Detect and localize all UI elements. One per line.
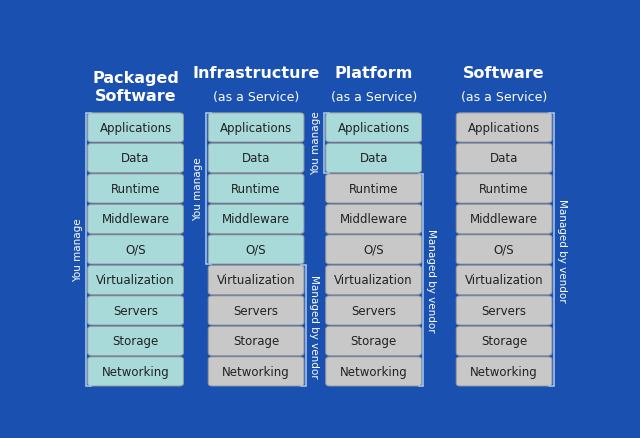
Text: Managed by vendor: Managed by vendor — [557, 198, 567, 301]
Text: O/S: O/S — [125, 244, 146, 256]
FancyBboxPatch shape — [326, 327, 422, 356]
Text: Storage: Storage — [351, 335, 397, 348]
FancyBboxPatch shape — [456, 296, 552, 325]
Text: Applications: Applications — [337, 122, 410, 134]
FancyBboxPatch shape — [208, 235, 304, 265]
FancyBboxPatch shape — [456, 113, 552, 143]
Text: Data: Data — [360, 152, 388, 165]
Text: Virtualization: Virtualization — [465, 274, 543, 287]
FancyBboxPatch shape — [88, 235, 184, 265]
Text: Managed by vendor: Managed by vendor — [426, 229, 436, 332]
Text: (as a Service): (as a Service) — [213, 90, 300, 103]
FancyBboxPatch shape — [208, 144, 304, 173]
Text: Runtime: Runtime — [479, 183, 529, 195]
Text: Data: Data — [122, 152, 150, 165]
FancyBboxPatch shape — [208, 113, 304, 143]
FancyBboxPatch shape — [208, 327, 304, 356]
FancyBboxPatch shape — [88, 144, 184, 173]
FancyBboxPatch shape — [456, 327, 552, 356]
Text: You manage: You manage — [193, 157, 204, 221]
Text: You manage: You manage — [311, 112, 321, 175]
Text: Middleware: Middleware — [340, 213, 408, 226]
Text: Platform: Platform — [335, 66, 413, 81]
FancyBboxPatch shape — [88, 327, 184, 356]
Text: Virtualization: Virtualization — [96, 274, 175, 287]
Text: Networking: Networking — [222, 365, 290, 378]
FancyBboxPatch shape — [456, 144, 552, 173]
Text: Servers: Servers — [113, 304, 158, 317]
Text: Runtime: Runtime — [231, 183, 281, 195]
FancyBboxPatch shape — [456, 205, 552, 234]
Text: Storage: Storage — [113, 335, 159, 348]
Text: O/S: O/S — [246, 244, 266, 256]
FancyBboxPatch shape — [456, 266, 552, 295]
Text: Managed by vendor: Managed by vendor — [309, 274, 319, 378]
Text: Middleware: Middleware — [102, 213, 170, 226]
Text: (as a Service): (as a Service) — [461, 90, 547, 103]
Text: Servers: Servers — [234, 304, 278, 317]
FancyBboxPatch shape — [326, 205, 422, 234]
Text: Networking: Networking — [470, 365, 538, 378]
FancyBboxPatch shape — [208, 357, 304, 386]
Text: Runtime: Runtime — [349, 183, 398, 195]
Text: Servers: Servers — [481, 304, 527, 317]
FancyBboxPatch shape — [326, 144, 422, 173]
Text: Applications: Applications — [99, 122, 172, 134]
FancyBboxPatch shape — [208, 174, 304, 204]
Text: Networking: Networking — [340, 365, 408, 378]
FancyBboxPatch shape — [88, 174, 184, 204]
FancyBboxPatch shape — [326, 235, 422, 265]
FancyBboxPatch shape — [208, 296, 304, 325]
Text: O/S: O/S — [364, 244, 384, 256]
Text: Virtualization: Virtualization — [217, 274, 296, 287]
FancyBboxPatch shape — [456, 357, 552, 386]
FancyBboxPatch shape — [88, 296, 184, 325]
Text: Data: Data — [490, 152, 518, 165]
Text: Middleware: Middleware — [222, 213, 290, 226]
Text: Packaged
Software: Packaged Software — [92, 71, 179, 103]
FancyBboxPatch shape — [88, 113, 184, 143]
Text: Storage: Storage — [481, 335, 527, 348]
FancyBboxPatch shape — [326, 113, 422, 143]
Text: You manage: You manage — [73, 218, 83, 282]
Text: Applications: Applications — [220, 122, 292, 134]
FancyBboxPatch shape — [88, 205, 184, 234]
Text: Runtime: Runtime — [111, 183, 160, 195]
FancyBboxPatch shape — [456, 235, 552, 265]
Text: Applications: Applications — [468, 122, 540, 134]
FancyBboxPatch shape — [326, 174, 422, 204]
Text: Software: Software — [463, 66, 545, 81]
Text: O/S: O/S — [494, 244, 515, 256]
FancyBboxPatch shape — [326, 296, 422, 325]
Text: (as a Service): (as a Service) — [330, 90, 417, 103]
FancyBboxPatch shape — [88, 266, 184, 295]
FancyBboxPatch shape — [88, 357, 184, 386]
Text: Servers: Servers — [351, 304, 396, 317]
FancyBboxPatch shape — [326, 266, 422, 295]
FancyBboxPatch shape — [208, 266, 304, 295]
FancyBboxPatch shape — [456, 174, 552, 204]
Text: Middleware: Middleware — [470, 213, 538, 226]
Text: Infrastructure: Infrastructure — [193, 66, 320, 81]
Text: Data: Data — [242, 152, 270, 165]
FancyBboxPatch shape — [326, 357, 422, 386]
Text: Storage: Storage — [233, 335, 279, 348]
FancyBboxPatch shape — [208, 205, 304, 234]
Text: Networking: Networking — [102, 365, 170, 378]
Text: Virtualization: Virtualization — [334, 274, 413, 287]
